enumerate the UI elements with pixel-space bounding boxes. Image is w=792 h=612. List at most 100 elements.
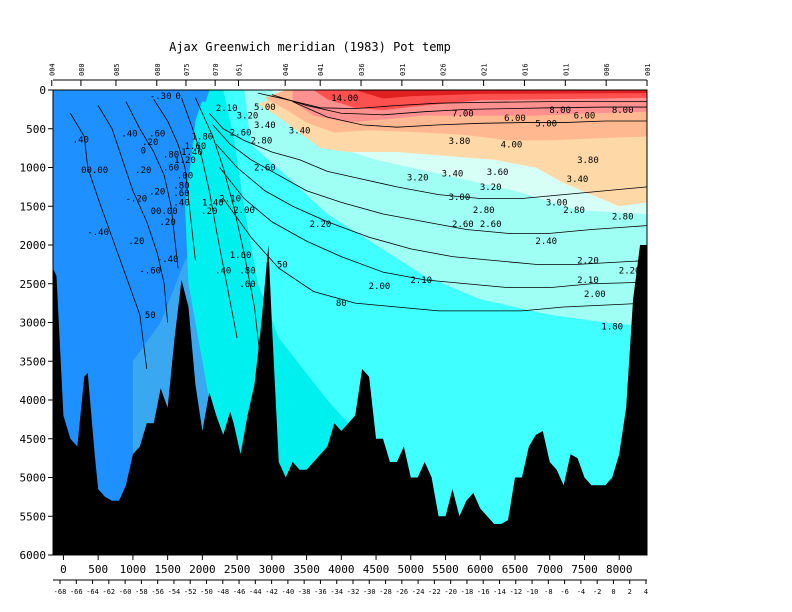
latitude-tick-label: -36 [314,588,327,596]
contour-label: .80 [239,267,255,277]
contour-label: -.60 [139,267,161,277]
station-tick-label: 036 [358,63,366,76]
temperature-bands [53,90,647,555]
contour-label: 2.20 [619,267,641,277]
contour-label: 50 [145,311,156,321]
x-tick-label: 7000 [536,563,563,576]
contour-label: 2.60 [452,220,474,230]
contour-label: 2.00 [233,206,255,216]
contour-label: .80 [173,181,189,191]
contour-label: -.40 [157,255,179,265]
latitude-tick-label: -2 [593,588,601,596]
y-tick-label: 2500 [20,278,47,291]
latitude-tick-label: -24 [412,588,425,596]
latitude-tick-label: 4 [644,588,648,596]
contour-label: 1.20 [174,156,196,166]
station-tick-label: 075 [183,63,191,76]
station-tick-label: 070 [212,63,220,76]
latitude-tick-label: -6 [560,588,568,596]
contour-label: 5.00 [535,119,557,129]
station-tick-label: 001 [644,63,652,76]
x-tick-label: 3000 [259,563,286,576]
contour-label: 2.80 [563,206,585,216]
contour-label: 2.20 [577,257,599,267]
latitude-tick-label: -54 [168,588,181,596]
y-tick-label: 4500 [20,433,47,446]
station-tick-label: 004 [49,63,57,76]
contour-label: 50 [277,260,288,270]
contour-label: 1.60 [185,142,207,152]
contour-label: -.40 [87,228,109,238]
contour-label: 2.60 [254,164,276,174]
contour-line-12 [181,97,238,339]
contour-label: .00 [177,171,193,181]
contour-line-9 [97,105,169,323]
station-tick-label: 041 [317,63,325,76]
y-tick-label: 6000 [20,549,47,562]
station-tick-label: 080 [78,63,86,76]
contour-label: 8.00 [549,106,571,116]
contour-label: 3.00 [546,198,568,208]
contour-label: 2.00 [369,282,391,292]
contour-label: 2.20 [310,220,332,230]
station-tick-label: 080 [154,63,162,76]
station-axis: 004 080 085 080 075 070 051 046 041 036 031 026 021 0… [49,63,652,86]
contour-label: 3.40 [254,121,276,131]
latitude-tick-label: -62 [103,588,116,596]
contour-line-8 [70,113,148,370]
contour-label: 2.80 [251,136,273,146]
y-tick-label: 2000 [20,239,47,252]
latitude-tick-label: -60 [119,588,132,596]
contour-line-10 [125,101,179,269]
contour-label: 80 [336,299,347,309]
y-tick-label: 3500 [20,355,47,368]
latitude-tick-label: -18 [461,588,474,596]
x-tick-label: 6500 [502,563,529,576]
latitude-tick-label: -52 [184,588,197,596]
contour-label: .40 [121,129,137,139]
x-tick-label: 5500 [432,563,459,576]
latitude-tick-label: -30 [363,588,376,596]
contour-label: 2.10 [216,104,238,114]
contour-label: 4.00 [501,140,523,150]
station-tick-label: 046 [282,63,290,76]
x-tick-label: 7500 [571,563,598,576]
contour-label: 1.80 [601,322,623,332]
x-tick-label: 3500 [293,563,320,576]
y-tick-label: 5000 [20,472,47,485]
contour-label: 1.80 [192,133,214,143]
contour-line-11 [153,99,196,261]
contour-label: 2.60 [230,129,252,139]
contour-label: 6.00 [504,114,526,124]
latitude-tick-label: -44 [249,588,262,596]
latitude-tick-label: -50 [200,588,213,596]
contour-label: .20 [159,218,175,228]
contour-line-1 [212,124,647,234]
station-tick-label: 085 [113,63,121,76]
contour-label: .20 [128,237,144,247]
contour-label: .20 [149,188,165,198]
latitude-tick-label: -12 [509,588,522,596]
station-tick-label: 031 [399,63,407,76]
latitude-tick-label: -22 [428,588,441,596]
latitude-tick-label: -16 [477,588,490,596]
contour-label: 3.20 [480,183,502,193]
y-tick-label: 500 [26,123,46,136]
latitude-tick-label: -8 [544,588,552,596]
x-axis: 0 500 1000 1500 2000 2500 3000 3500 4000 4500 5000… [60,555,632,576]
x-tick-label: 0 [60,563,67,576]
contour-label: 2.80 [612,212,634,222]
contour-label: 3.80 [577,156,599,166]
x-tick-label: 1000 [120,563,147,576]
ocean-bottom [53,245,647,555]
band-deep-red [355,90,647,99]
band-surface-dark [53,90,210,102]
contour-label: 2.10 [410,276,432,286]
latitude-tick-label: -14 [493,588,506,596]
contour-label: .40 [215,267,231,277]
x-tick-label: 500 [88,563,108,576]
latitude-tick-label: -56 [151,588,164,596]
station-tick-label: 011 [562,63,570,76]
contour-label: 2.40 [535,237,557,247]
contour-label: -.30 [150,92,172,102]
